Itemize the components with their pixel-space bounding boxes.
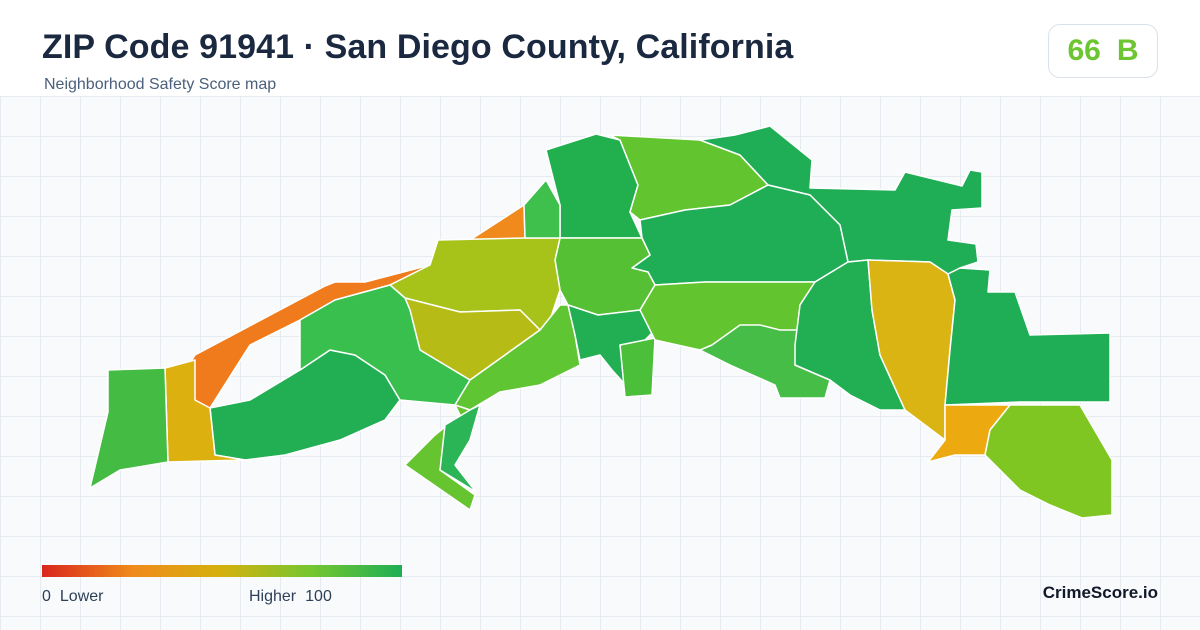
map-region[interactable] [164, 359, 246, 463]
legend-color-scale [42, 565, 402, 577]
map-region[interactable] [554, 237, 656, 316]
legend-high-label: Higher 100 [249, 588, 332, 606]
legend-min-value: 0 [42, 588, 51, 605]
legend-max-label: Higher [249, 588, 297, 605]
map-region[interactable] [439, 404, 481, 493]
legend-low-label: 0 Lower [42, 588, 103, 606]
map-region[interactable] [867, 259, 956, 441]
legend-min-label: Lower [59, 588, 104, 605]
score-badge: 66 B [1048, 24, 1158, 78]
score-value: 66 [1067, 34, 1101, 67]
legend-max-value: 100 [305, 588, 332, 605]
score-grade: B [1116, 34, 1139, 67]
page-title: ZIP Code 91941 · San Diego County, Calif… [42, 28, 794, 66]
map-region[interactable] [619, 337, 656, 398]
map-region[interactable] [984, 404, 1113, 519]
page-subtitle: Neighborhood Safety Score map [44, 76, 277, 93]
map-region[interactable] [523, 179, 561, 239]
map-region[interactable] [89, 367, 169, 489]
brand-logo-text[interactable]: CrimeScore.io [1042, 583, 1158, 602]
map-region[interactable] [944, 267, 1111, 406]
header-band [0, 0, 1200, 96]
